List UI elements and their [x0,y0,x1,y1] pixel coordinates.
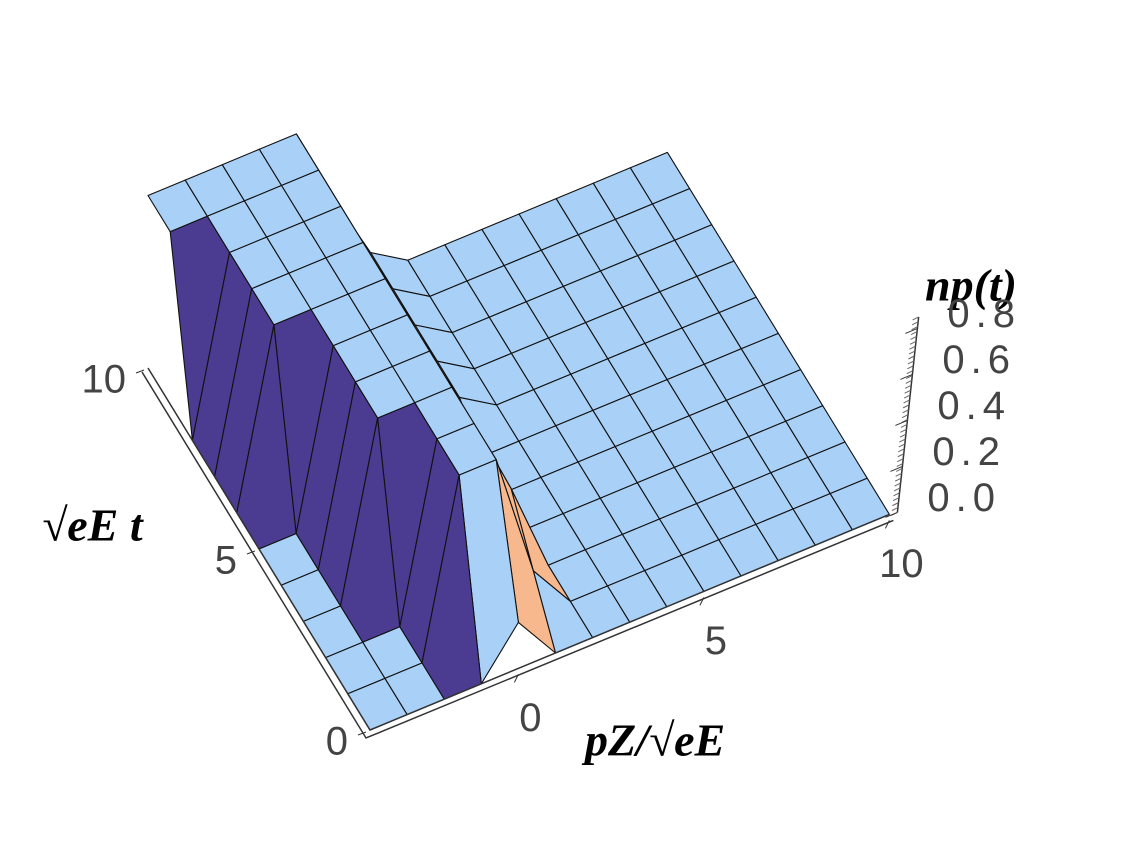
z-minor-tick [911,321,919,326]
z-tick [885,511,898,518]
z-minor-tick [904,384,912,389]
z-minor-tick [898,443,906,448]
z-minor-tick [893,487,901,492]
z-minor-tick [904,389,911,394]
z-minor-tick [893,492,900,497]
z-minor-tick [900,423,908,428]
z-tick-label: 0.8 [947,292,1021,336]
z-minor-tick [910,331,918,336]
z-minor-tick [899,438,906,443]
z-minor-tick [906,375,913,379]
z-minor-tick [898,448,905,453]
z-minor-tick [901,414,909,419]
y-tick-label: 10 [82,358,127,402]
x-tick [513,674,519,683]
z-axis-label: np(t) [925,260,1017,311]
z-minor-tick [896,463,903,467]
z-minor-tick [897,458,904,463]
x-axis-label: pZ/√eE [581,715,725,766]
z-tick-label: 0.4 [937,384,1011,428]
z-minor-tick [907,365,914,370]
z-minor-tick [903,399,910,404]
y-tick-label: 5 [215,539,237,583]
z-minor-tick [900,428,907,433]
z-minor-tick [895,472,902,477]
z-minor-tick [895,467,903,472]
z-minor-tick [902,409,909,414]
z-tick [900,373,913,380]
z-minor-tick [908,350,916,355]
x-tick-label: 5 [705,619,727,663]
z-minor-tick [891,507,899,511]
z-minor-tick [910,336,917,340]
y-tick [357,731,367,736]
z-minor-tick [909,345,916,350]
z-minor-tick [905,379,912,384]
surface [147,133,890,731]
y-tick [246,550,256,555]
z-minor-tick [906,370,914,375]
z-tick-label: 0.6 [942,338,1016,382]
z-minor-tick [908,355,915,360]
z-minor-tick [897,453,904,458]
z-minor-tick [899,433,907,438]
x-tick [699,597,705,606]
z-minor-tick [907,360,915,365]
z-tick-label: 0.0 [927,476,1001,520]
axis-frame [147,367,890,731]
x-tick-label: 0 [519,696,541,740]
z-tick [895,419,908,426]
z-minor-tick [912,316,919,321]
y-tick-label: 0 [326,720,348,764]
x-tick-label: 10 [879,542,924,586]
x-tick [884,520,890,529]
z-tick [890,465,903,472]
z-minor-tick [894,482,901,487]
z-tick [905,327,918,334]
z-tick-label: 0.2 [932,430,1006,474]
z-minor-tick [911,326,918,331]
y-tick [135,369,145,374]
z-minor-tick [892,502,899,507]
z-minor-tick [902,404,910,409]
z-minor-tick [892,497,900,502]
y-axis-label: √eE t [42,500,144,551]
z-minor-tick [903,394,911,399]
axis-frame [141,371,894,739]
z-minor-tick [894,477,902,482]
z-minor-tick [909,340,917,345]
